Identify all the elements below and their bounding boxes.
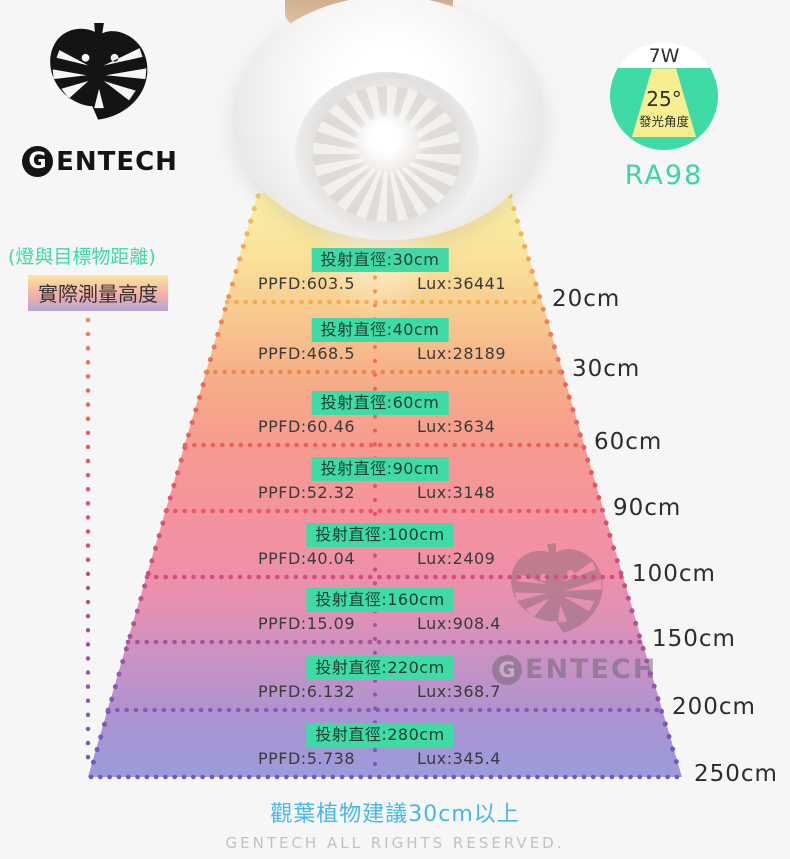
distance-label: 100cm bbox=[632, 561, 716, 587]
distance-label: 20cm bbox=[552, 286, 621, 312]
angle-label-text: 發光角度 bbox=[639, 114, 690, 129]
diameter-chip: 投射直徑:280cm bbox=[306, 723, 454, 747]
lux-value: Lux:36441 bbox=[417, 274, 507, 293]
copyright-text: GENTECH ALL RIGHTS RESERVED. bbox=[225, 834, 565, 852]
beam-angle-badge: 7W 25° 發光角度 bbox=[610, 41, 718, 150]
diameter-chip: 投射直徑:90cm bbox=[311, 457, 449, 481]
height-label: 實際測量高度 bbox=[28, 275, 168, 311]
ppfd-value: PPFD:52.32 bbox=[257, 483, 355, 502]
ppfd-value: PPFD:5.738 bbox=[257, 749, 355, 768]
ppfd-value: PPFD:6.132 bbox=[257, 682, 355, 701]
watermark-g-icon: G bbox=[492, 654, 522, 685]
wattage-text: 7W bbox=[649, 45, 680, 67]
recommendation-text: 觀葉植物建議30cm以上 bbox=[270, 802, 520, 827]
distance-label: 250cm bbox=[694, 761, 778, 787]
ppfd-value: PPFD:15.09 bbox=[257, 614, 355, 633]
lux-value: Lux:908.4 bbox=[417, 614, 501, 633]
cone-left-edge bbox=[87, 193, 261, 777]
ppfd-value: PPFD:40.04 bbox=[257, 549, 355, 568]
lux-value: Lux:345.4 bbox=[417, 749, 501, 768]
ppfd-value: PPFD:468.5 bbox=[257, 344, 355, 363]
distance-note: (燈與目標物距離) bbox=[8, 246, 156, 268]
cri-rating: RA98 bbox=[624, 160, 704, 191]
led-bulb-photo bbox=[233, 0, 545, 240]
logo-text: ENTECH bbox=[56, 146, 178, 177]
lux-value: Lux:28189 bbox=[417, 344, 507, 363]
distance-label: 30cm bbox=[572, 356, 641, 382]
spec-badge: 7W 25° 發光角度 bbox=[608, 40, 720, 156]
diameter-chip: 投射直徑:40cm bbox=[311, 318, 449, 342]
lux-value: Lux:368.7 bbox=[417, 682, 501, 701]
distance-label: 200cm bbox=[672, 694, 756, 720]
monstera-leaf-icon bbox=[50, 23, 148, 120]
brand-wordmark: G ENTECH bbox=[22, 146, 178, 177]
bulb-led-chip bbox=[357, 116, 419, 172]
lux-value: Lux:2409 bbox=[417, 549, 496, 568]
ppfd-value: PPFD:603.5 bbox=[257, 274, 355, 293]
diameter-chip: 投射直徑:30cm bbox=[311, 248, 449, 272]
watermark-wordmark: G ENTECH bbox=[492, 654, 677, 685]
diameter-chip: 投射直徑:100cm bbox=[306, 523, 454, 547]
lux-value: Lux:3148 bbox=[417, 483, 496, 502]
badge-top-cap bbox=[617, 41, 711, 68]
distance-label: 150cm bbox=[652, 626, 736, 652]
ppfd-value: PPFD:60.46 bbox=[257, 417, 355, 436]
logo-g-icon: G bbox=[22, 146, 54, 177]
diameter-chip: 投射直徑:160cm bbox=[306, 588, 454, 612]
distance-label: 90cm bbox=[613, 495, 682, 521]
lux-value: Lux:3634 bbox=[417, 417, 496, 436]
watermark: G ENTECH bbox=[492, 537, 677, 685]
diameter-chip: 投射直徑:60cm bbox=[311, 391, 449, 415]
brand-logo: G ENTECH bbox=[22, 22, 178, 177]
beam-shape bbox=[632, 68, 696, 137]
diameter-chip: 投射直徑:220cm bbox=[306, 656, 454, 680]
distance-label: 60cm bbox=[594, 429, 663, 455]
angle-text: 25° bbox=[646, 87, 681, 111]
watermark-text: ENTECH bbox=[525, 654, 658, 685]
cone-right-edge bbox=[507, 193, 683, 777]
